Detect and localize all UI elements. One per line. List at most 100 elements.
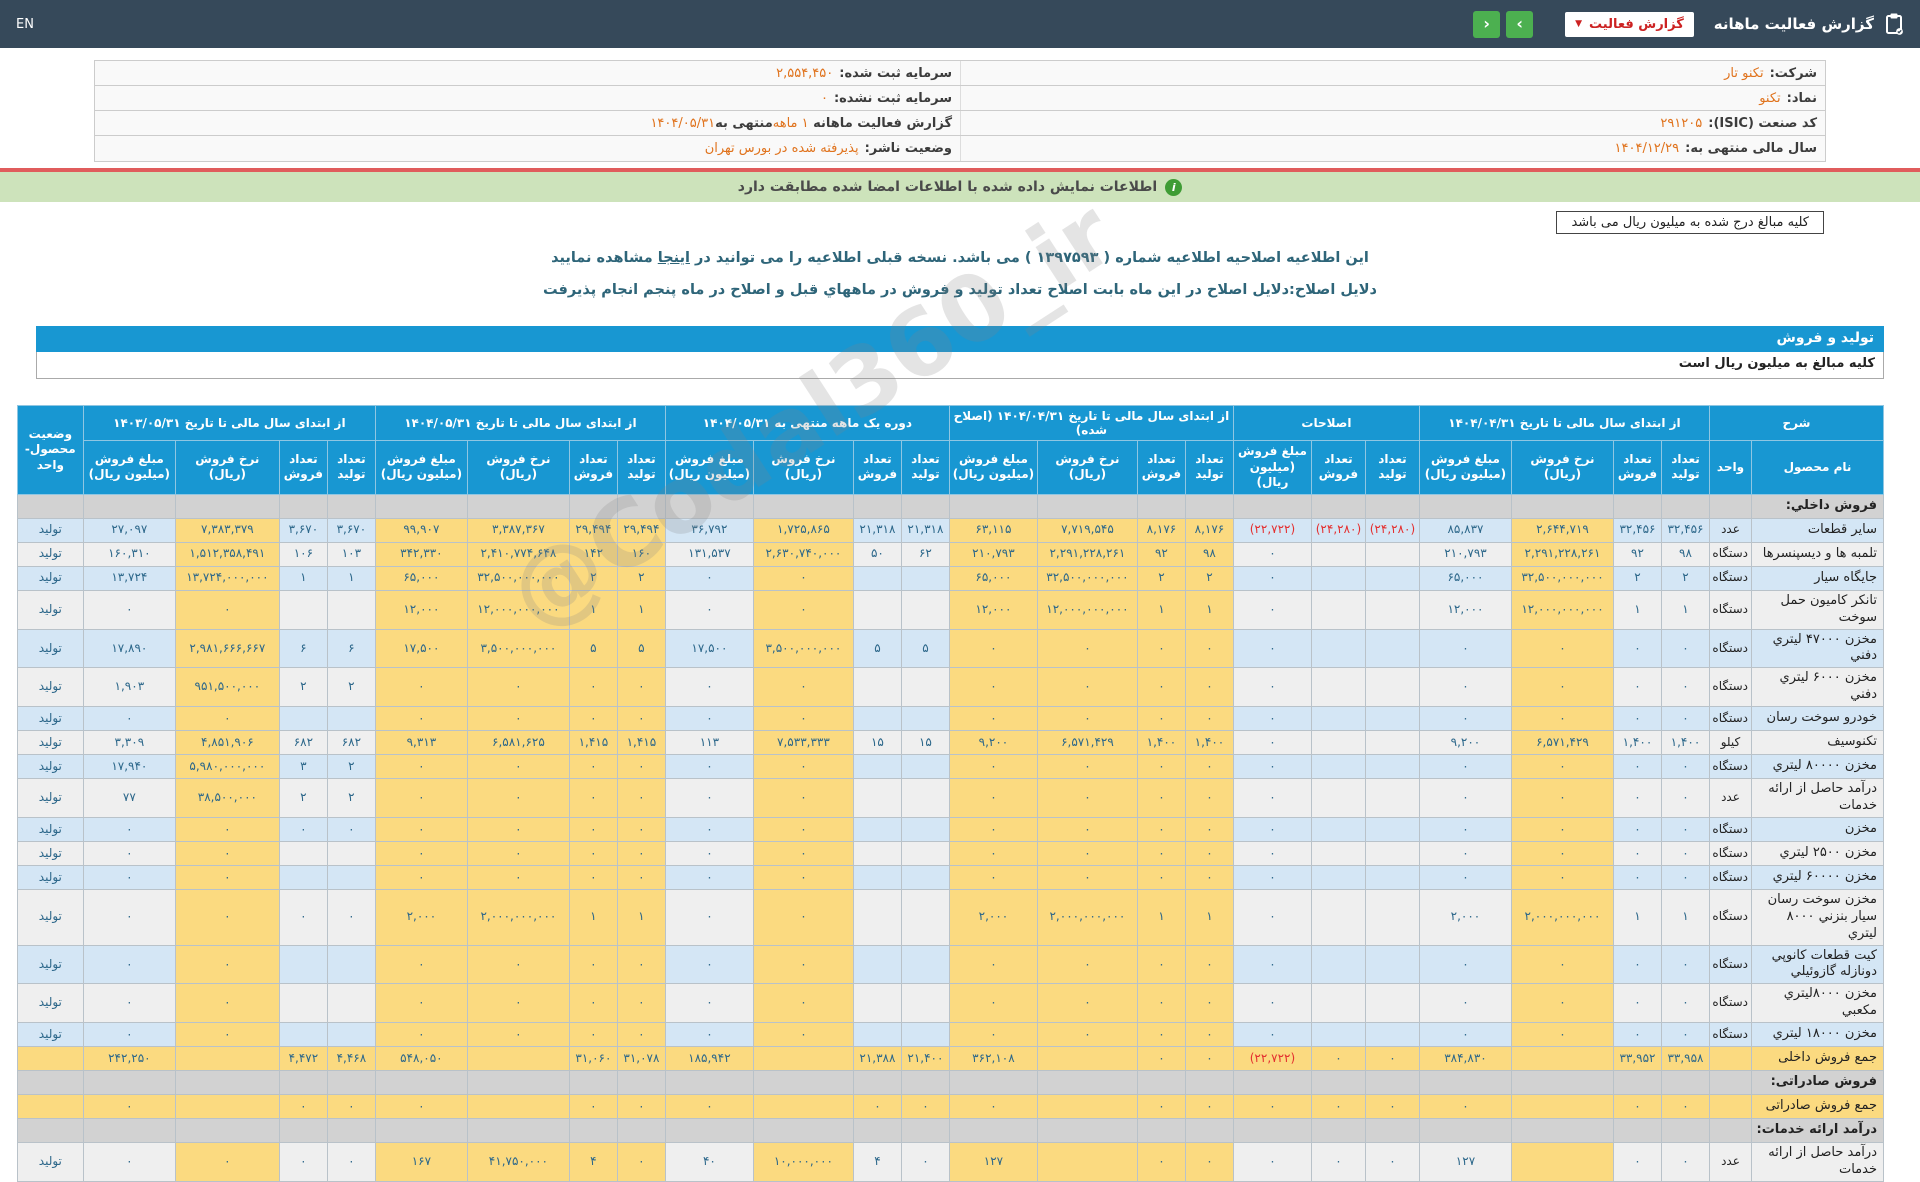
table-row: مخزن سوخت رسان سیار بنزني ۸۰۰۰ لیتري دستگ… xyxy=(16,888,1884,946)
report-period-prefix: گزارش فعالیت ماهانه xyxy=(808,115,952,131)
report-period-mid: منتهی به xyxy=(715,115,773,131)
section-title-bar: تولید و فروش xyxy=(36,326,1884,352)
table-row: درآمد حاصل از ارائه خدمات عدد ۰ ۰ ۰ ۰ ۰ ۰ ۰ ۰ ۰ ۰ ۰ ۰… xyxy=(16,778,1884,818)
page-title: گزارش فعالیت ماهانه xyxy=(1713,15,1874,33)
amendment-notice: این اطلاعیه اصلاحیه اطلاعیه شماره ( ۱۳۹۷… xyxy=(0,250,1920,266)
info-row-company: شرکت: تکنو تار سرمایه ثبت شده: ۲,۵۵۴,۴۵۰ xyxy=(95,61,1825,86)
table-row: تکنوسیف کیلو ۱,۴۰۰ ۱,۴۰۰ ۶,۵۷۱,۴۲۹ ۹,۲۰۰ ۰ ۱,۴۰… xyxy=(16,730,1884,756)
section-row: فروش داخلي: xyxy=(16,493,1884,519)
fiscal-year-label: سال مالی منتهی به: xyxy=(1685,141,1817,156)
sub-column-header: نرخ فروش (ریال) xyxy=(752,440,854,495)
table-row: مخزن دستگاه ۰ ۰ ۰ ۰ ۰ ۰ ۰ ۰ ۰ ۰ ۰ ۰ ۰ ۰ ۰ ۰ ۰ ۰ ۰ تولید xyxy=(16,816,1884,842)
symbol-value: تکنو xyxy=(1759,90,1781,106)
desc-group-header: شرح xyxy=(1708,405,1885,441)
section-row: درآمد ارائه خدمات: xyxy=(16,1118,1884,1144)
fiscal-year-value: ۱۴۰۴/۱۲/۲۹ xyxy=(1614,141,1680,156)
info-row-fiscal: سال مالی منتهی به: ۱۴۰۴/۱۲/۲۹ وضعیت ناشر… xyxy=(95,136,1825,161)
chevron-down-icon: ▼ xyxy=(1575,19,1583,29)
product-name-header: نام محصول xyxy=(1751,440,1884,495)
table-row: سایر قطعات عدد ۳۲,۴۵۶ ۳۲,۴۵۶ ۲,۶۴۴,۷۱۹ ۸۵,۸۳۷… xyxy=(16,517,1884,543)
table-row: جمع فروش صادراتی ۰ ۰ ۰ ۰ ۰ ۰ ۰ ۰ ۰ ۰ ۰ ۰ ۰ ۰ ۰ ۰ ۰ ۰ xyxy=(16,1094,1884,1120)
registered-capital-label: سرمایه ثبت شده: xyxy=(839,65,952,81)
sub-column-header: مبلغ فروش (میلیون ریال) xyxy=(1418,440,1512,495)
nav-left-button[interactable]: ‹ xyxy=(1473,10,1501,38)
table-row: مخزن ۴۷۰۰۰ لیتري دفني دستگاه ۰ ۰ ۰ ۰ ۰ ۰ ۰ ۰ ۰ ۵ ۵ ۳,… xyxy=(16,628,1884,669)
isic-value: ۲۹۱۲۰۵ xyxy=(1660,115,1703,131)
table-row: مخزن ۶۰۰۰۰ لیتري دستگاه ۰ ۰ ۰ ۰ ۰ ۰ ۰ ۰ ۰ ۰ ۰ ۰ ۰ ۰ ۰ ۰ ۰ ت… xyxy=(16,864,1884,890)
table-row: درآمد حاصل از ارائه خدمات عدد ۰ ۰ ۱۲۷ ۰ ۰ ۰ ۰ ۰ ۱۲… xyxy=(16,1142,1884,1182)
sub-column-header: مبلغ فروش (میلیون ریال) xyxy=(82,440,176,495)
unit-header: واحد xyxy=(1708,440,1753,495)
group-header: از ابتدای سال مالی تا تاریخ ۱۴۰۴/۰۴/۳۱ (… xyxy=(948,405,1234,441)
group-header: اصلاحات xyxy=(1232,405,1420,441)
sub-column-header: مبلغ فروش (میلیون ریال) xyxy=(664,440,754,495)
signature-match-text: اطلاعات نمایش داده شده با اطلاعات امضا ش… xyxy=(737,179,1158,195)
sub-column-header: تعداد فروش xyxy=(1612,440,1662,495)
report-type-label: گزارش فعالیت xyxy=(1589,16,1684,32)
company-info-table: شرکت: تکنو تار سرمایه ثبت شده: ۲,۵۵۴,۴۵۰… xyxy=(94,60,1826,162)
isic-label: کد صنعت (ISIC): xyxy=(1708,115,1817,131)
sub-column-header: نرخ فروش (ریال) xyxy=(1510,440,1614,495)
info-row-symbol: نماد: تکنو سرمایه ثبت نشده: ۰ xyxy=(95,86,1825,111)
symbol-label: نماد: xyxy=(1786,90,1817,106)
nav-right-button[interactable]: › xyxy=(1506,10,1534,38)
report-type-dropdown[interactable]: گزارش فعالیت ▼ xyxy=(1565,11,1694,37)
sub-column-header: تعداد تولید xyxy=(616,440,666,495)
issuer-status-value: پذیرفته شده در بورس تهران xyxy=(704,141,859,156)
signature-match-banner: i اطلاعات نمایش داده شده با اطلاعات امضا… xyxy=(0,172,1920,202)
table-row: تلمبه ها و دیسپنسرها دستگاه ۹۸ ۹۲ ۲,۲۹۱,۲۲۸,… xyxy=(16,541,1884,567)
group-header: از ابتدای سال مالی تا تاریخ ۱۴۰۳/۰۵/۳۱ xyxy=(82,405,376,441)
amendment-notice-pre: این اطلاعیه اصلاحیه اطلاعیه شماره ( ۱۳۹۷… xyxy=(689,250,1369,266)
sub-column-header: تعداد تولید xyxy=(1184,440,1234,495)
clipboard-report-icon xyxy=(1884,13,1904,35)
sub-column-header: مبلغ فروش (میلیون ریال) xyxy=(374,440,468,495)
previous-version-link[interactable]: اینجا xyxy=(657,250,690,266)
section-row: فروش صادراتی: xyxy=(16,1070,1884,1096)
report-period-date: ۱۴۰۴/۰۵/۳۱ xyxy=(650,115,716,131)
company-value: تکنو تار xyxy=(1724,65,1764,81)
sub-column-header: تعداد تولید xyxy=(900,440,950,495)
info-icon: i xyxy=(1165,178,1183,196)
red-divider xyxy=(0,168,1920,172)
company-label: شرکت: xyxy=(1769,65,1817,81)
group-header: از ابتدای سال مالی تا تاریخ ۱۴۰۴/۰۵/۳۱ xyxy=(374,405,666,441)
sub-column-header: مبلغ فروش (میلیون ریال) xyxy=(1232,440,1312,495)
sub-column-header: تعداد فروش xyxy=(852,440,902,495)
table-unit-note: کلیه مبالغ به میلیون ریال است xyxy=(36,352,1884,379)
amendment-reason: دلایل اصلاح:دلایل اصلاح در این ماه بابت … xyxy=(543,282,1377,298)
group-header: از ابتدای سال مالی تا تاریخ ۱۴۰۴/۰۴/۳۱ xyxy=(1418,405,1710,441)
language-toggle-en[interactable]: EN xyxy=(16,16,34,32)
amendment-notice-post: مشاهده نمایید xyxy=(551,250,658,266)
table-row: خودرو سوخت رسان دستگاه ۰ ۰ ۰ ۰ ۰ ۰ ۰ ۰ ۰ ۰ ۰ ۰ ۰ ۰ ۰ ۰ ۰ تو… xyxy=(16,706,1884,732)
status-column-header: وضعیت محصول-واحد xyxy=(16,405,84,495)
top-bar: گزارش فعالیت ماهانه گزارش فعالیت ▼ › ‹ E… xyxy=(0,0,1920,48)
sub-column-header: تعداد فروش xyxy=(1136,440,1186,495)
table-row: مخزن ۱۸۰۰۰ لیتري دستگاه ۰ ۰ ۰ ۰ ۰ ۰ ۰ ۰ ۰ ۰ ۰ ۰ ۰ ۰ ۰ ۰ ۰ ت… xyxy=(16,1022,1884,1048)
sub-column-header: تعداد فروش xyxy=(278,440,328,495)
amounts-unit-box: کلیه مبالغ درج شده به میلیون ریال می باش… xyxy=(1556,211,1824,234)
chevron-left-icon: ‹ xyxy=(1483,14,1490,33)
table-row: کیت قطعات کانوپي دونازله گازوئیلي دستگاه ۰… xyxy=(16,944,1884,985)
issuer-status-label: وضعیت ناشر: xyxy=(864,141,952,156)
sub-column-header: نرخ فروش (ریال) xyxy=(174,440,280,495)
group-header: دوره یک ماهه منتهی به ۱۴۰۴/۰۵/۳۱ xyxy=(664,405,950,441)
table-row: مخزن ۲۵۰۰ لیتري دستگاه ۰ ۰ ۰ ۰ ۰ ۰ ۰ ۰ ۰ ۰ ۰ ۰ ۰ ۰ ۰ ۰ ۰ تو… xyxy=(16,840,1884,866)
production-sales-table: شرح از ابتدای سال مالی تا تاریخ ۱۴۰۴/۰۴/۳… xyxy=(16,405,1885,1182)
table-row: مخزن ۸۰۰۰لیتري مکعبي دستگاه ۰ ۰ ۰ ۰ ۰ ۰ ۰ ۰ ۰ ۰ ۰ ۰ ۰ ۰… xyxy=(16,983,1884,1024)
sub-column-header: تعداد تولید xyxy=(1660,440,1710,495)
sub-column-header: تعداد تولید xyxy=(1364,440,1420,495)
chevron-right-icon: › xyxy=(1516,14,1523,33)
table-row: جایگاه سیار دستگاه ۲ ۲ ۳۲,۵۰۰,۰۰۰,۰۰۰ ۶۵,۰۰۰ ۰… xyxy=(16,565,1884,591)
info-row-isic: کد صنعت (ISIC): ۲۹۱۲۰۵ گزارش فعالیت ماها… xyxy=(95,111,1825,136)
table-row: جمع فروش داخلی ۳۳,۹۵۸ ۳۳,۹۵۲ ۳۸۴,۸۳۰ ۰ ۰ (۲۲,۷… xyxy=(16,1046,1884,1072)
sub-column-header: تعداد فروش xyxy=(568,440,618,495)
sub-column-header: تعداد فروش xyxy=(1310,440,1366,495)
report-period-length: ۱ ماهه xyxy=(772,115,809,131)
sub-column-header: تعداد تولید xyxy=(326,440,376,495)
sub-column-header: مبلغ فروش (میلیون ریال) xyxy=(948,440,1038,495)
sub-column-header: نرخ فروش (ریال) xyxy=(1036,440,1138,495)
table-row: تانکر کامیون حمل سوخت دستگاه ۱ ۱ ۱۲,۰۰۰,۰۰۰,… xyxy=(16,589,1884,630)
table-row: مخزن ۶۰۰۰ لیتري دفني دستگاه ۰ ۰ ۰ ۰ ۰ ۰ ۰ ۰ ۰ ۰ ۰ ۰ ۰ ۰… xyxy=(16,667,1884,708)
unregistered-capital-value: ۰ xyxy=(820,90,828,106)
table-row: مخزن ۸۰۰۰۰ لیتري دستگاه ۰ ۰ ۰ ۰ ۰ ۰ ۰ ۰ ۰ ۰ ۰ ۰ ۰ ۰ ۰ ۲ ۳ ۵… xyxy=(16,754,1884,780)
